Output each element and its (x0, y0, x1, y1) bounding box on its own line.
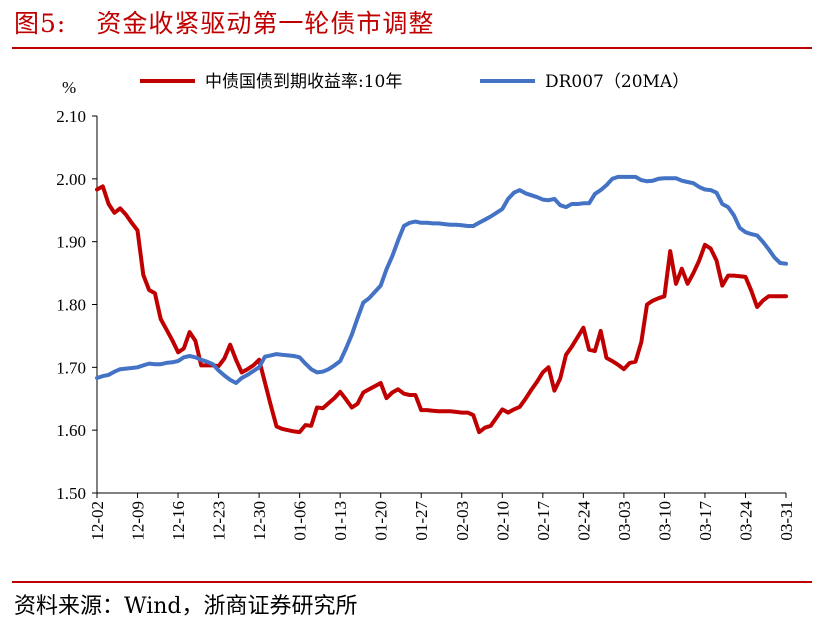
figure-label: 图5: (14, 9, 67, 38)
x-tick-label: 12-30 (250, 501, 269, 541)
x-tick-label: 12-16 (169, 501, 188, 541)
x-tick-label: 03-31 (777, 501, 796, 541)
title-rule (12, 47, 812, 49)
x-tick-label: 01-20 (372, 501, 391, 541)
source-rule (12, 581, 812, 583)
y-tick-label: 1.70 (56, 358, 86, 377)
legend-label: DR007（20MA） (545, 72, 689, 92)
line-chart: 2.102.001.901.801.701.601.50 12-02 12-09 1… (56, 72, 796, 541)
series-line-dr007-20ma (95, 174, 788, 385)
y-tick-label: 1.80 (56, 296, 86, 315)
figure-title: 资金收紧驱动第一轮债市调整 (96, 9, 435, 38)
x-tick-label: 03-24 (736, 501, 755, 541)
x-tick-label: 02-24 (574, 501, 593, 541)
x-tick-label: 02-17 (534, 501, 553, 541)
y-tick-label: 2.10 (56, 107, 86, 126)
figure-title-line: 图5: 资金收紧驱动第一轮债市调整 (14, 4, 434, 40)
x-tick-label: 02-03 (453, 501, 472, 541)
x-tick-label: 12-23 (210, 501, 229, 541)
x-axis: 12-02 12-09 12-16 12-23 12-30 01-06 01-13 01-20… (88, 492, 796, 541)
y-axis-unit-label: % (62, 78, 76, 97)
x-tick-label: 01-13 (331, 501, 350, 541)
x-tick-label: 12-02 (88, 501, 107, 541)
y-tick-label: 2.00 (56, 170, 86, 189)
x-tick-label: 03-17 (696, 501, 715, 541)
y-axis: 2.10 2.00 1.90 1.80 1.70 1.60 1.50 (56, 107, 98, 503)
series-layer (95, 174, 788, 435)
y-tick-label: 1.90 (56, 233, 86, 252)
legend: 中债国债到期收益率:10年 DR007（20MA） (140, 72, 689, 92)
x-tick-label: 01-27 (412, 501, 431, 541)
y-tick-label: 1.50 (56, 484, 86, 503)
y-tick-label: 1.60 (56, 421, 86, 440)
x-tick-label: 02-10 (493, 501, 512, 541)
legend-label: 中债国债到期收益率:10年 (205, 72, 402, 92)
x-tick-label: 03-03 (615, 501, 634, 541)
x-tick-label: 12-09 (129, 501, 148, 541)
source-note: 资料来源：Wind，浙商证券研究所 (14, 594, 358, 619)
x-tick-label: 03-10 (655, 501, 674, 541)
x-tick-label: 01-06 (291, 501, 310, 541)
